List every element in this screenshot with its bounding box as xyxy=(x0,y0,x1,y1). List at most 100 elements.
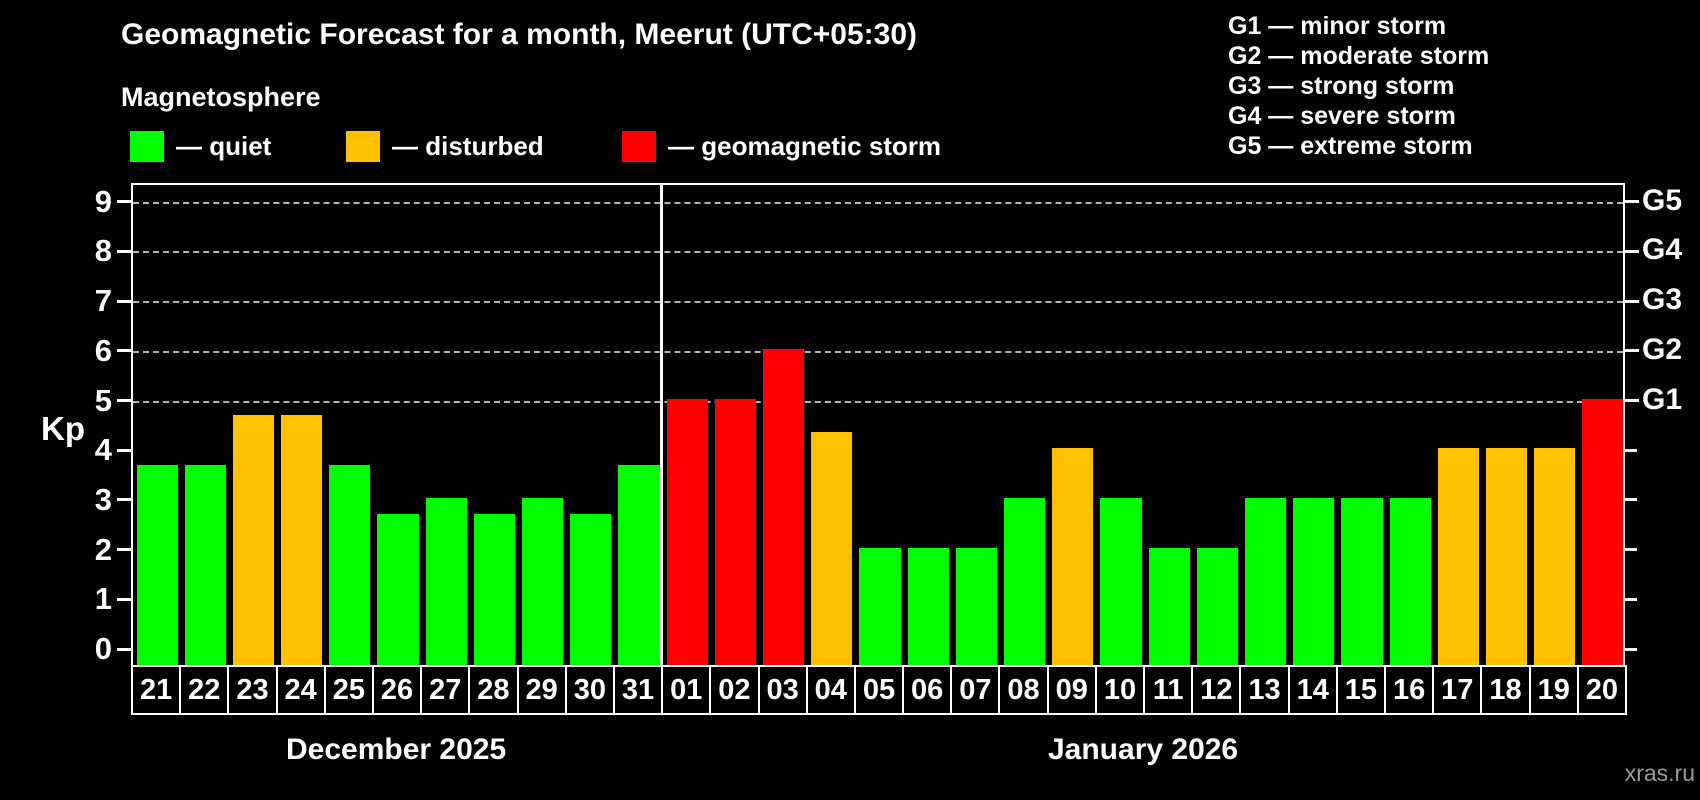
day-cell-31: 31 xyxy=(612,665,664,715)
y-tick-9 xyxy=(117,200,131,204)
kp-bar-day-16 xyxy=(1389,497,1431,665)
kp-bar-day-29 xyxy=(522,497,564,665)
kp-legend-item-disturbed: — disturbed xyxy=(346,130,544,162)
y-tick-label-7: 7 xyxy=(94,283,112,319)
kp-bar-day-03 xyxy=(763,348,805,665)
day-cell-11: 11 xyxy=(1143,665,1194,715)
kp-bar-day-21 xyxy=(136,464,178,665)
month-label-january: January 2026 xyxy=(1047,733,1239,766)
day-cell-23: 23 xyxy=(227,665,278,715)
day-cell-26: 26 xyxy=(371,665,423,715)
kp-bar-day-17 xyxy=(1437,448,1479,665)
day-cell-04: 04 xyxy=(805,665,856,715)
y-tick-label-4: 4 xyxy=(94,432,112,468)
day-cell-24: 24 xyxy=(275,665,326,715)
day-cell-27: 27 xyxy=(420,665,471,715)
g-label-G1: G1 xyxy=(1642,382,1683,416)
kp-bar-day-18 xyxy=(1485,448,1528,665)
y-tick-1 xyxy=(117,597,131,601)
storm-swatch-icon xyxy=(622,130,656,162)
quiet-swatch-icon xyxy=(130,130,164,162)
g-tick-2 xyxy=(1625,548,1637,552)
g-tick-3 xyxy=(1625,498,1637,502)
y-tick-4 xyxy=(117,448,131,452)
g-tick-1 xyxy=(1625,597,1637,601)
kp-bar-day-26 xyxy=(377,514,419,665)
kp-bar-day-31 xyxy=(618,464,660,665)
kp-bar-day-07 xyxy=(955,547,997,665)
g-label-G5: G5 xyxy=(1642,183,1683,217)
kp-bar-day-12 xyxy=(1196,547,1238,665)
day-cell-07: 07 xyxy=(950,665,1001,715)
kp-bar-day-28 xyxy=(473,514,516,665)
disturbed-swatch-icon xyxy=(346,130,380,162)
y-tick-label-2: 2 xyxy=(94,531,112,567)
kp-bar-day-22 xyxy=(184,464,226,665)
g-tick-7 xyxy=(1625,299,1639,303)
kp-bar-day-09 xyxy=(1052,448,1094,665)
kp-bar-day-24 xyxy=(281,414,323,665)
watermark: xras.ru xyxy=(1624,760,1695,786)
kp-bar-day-30 xyxy=(570,514,612,665)
chart-title: Geomagnetic Forecast for a month, Meerut… xyxy=(121,18,917,51)
gridline-kp6 xyxy=(133,350,1623,353)
day-cell-25: 25 xyxy=(323,665,374,715)
day-cell-21: 21 xyxy=(131,665,182,715)
g-legend-line-2: G2 — moderate storm xyxy=(1228,42,1490,70)
day-cell-19: 19 xyxy=(1528,665,1579,715)
day-cell-15: 15 xyxy=(1335,665,1387,715)
kp-bar-day-20 xyxy=(1582,398,1624,665)
y-tick-6 xyxy=(117,349,131,353)
y-tick-8 xyxy=(117,249,131,253)
kp-bar-day-06 xyxy=(907,547,949,665)
g-label-G4: G4 xyxy=(1642,233,1683,267)
month-divider xyxy=(659,185,663,665)
gridline-kp9 xyxy=(133,201,1623,204)
g-scale-legend: G1 — minor storm G2 — moderate storm G3 — … xyxy=(1228,11,1489,161)
kp-bar-day-05 xyxy=(859,547,901,665)
day-cell-18: 18 xyxy=(1480,665,1531,715)
y-tick-2 xyxy=(117,548,131,552)
day-cell-03: 03 xyxy=(757,665,808,715)
day-cell-28: 28 xyxy=(468,665,519,715)
plot-area xyxy=(131,183,1625,667)
kp-legend-label-storm: — geomagnetic storm xyxy=(668,130,942,161)
day-cell-08: 08 xyxy=(998,665,1049,715)
y-tick-3 xyxy=(117,498,131,502)
y-tick-label-1: 1 xyxy=(94,581,112,617)
g-label-G3: G3 xyxy=(1642,283,1683,317)
y-axis-title: Kp xyxy=(41,410,85,447)
day-cell-30: 30 xyxy=(564,665,615,715)
day-cell-10: 10 xyxy=(1094,665,1146,715)
day-cell-14: 14 xyxy=(1287,665,1338,715)
y-tick-label-6: 6 xyxy=(94,332,112,368)
day-cell-29: 29 xyxy=(516,665,567,715)
g-tick-0 xyxy=(1625,647,1637,651)
day-cell-16: 16 xyxy=(1384,665,1435,715)
y-tick-0 xyxy=(117,647,131,651)
day-cell-05: 05 xyxy=(853,665,905,715)
g-tick-9 xyxy=(1625,200,1639,204)
day-cell-02: 02 xyxy=(709,665,760,715)
kp-legend-label-quiet: — quiet xyxy=(176,130,272,161)
y-tick-7 xyxy=(117,299,131,303)
y-tick-label-9: 9 xyxy=(94,183,112,219)
kp-bar-day-08 xyxy=(1003,497,1046,665)
g-legend-line-5: G5 — extreme storm xyxy=(1228,132,1473,160)
kp-bar-day-02 xyxy=(714,398,756,665)
day-cell-13: 13 xyxy=(1239,665,1290,715)
gridline-kp7 xyxy=(133,301,1623,304)
y-tick-label-5: 5 xyxy=(94,382,112,418)
day-cell-06: 06 xyxy=(902,665,953,715)
kp-bar-day-15 xyxy=(1341,497,1383,665)
y-tick-label-0: 0 xyxy=(94,631,112,666)
kp-bar-day-14 xyxy=(1293,497,1335,665)
day-cell-12: 12 xyxy=(1191,665,1242,715)
g-legend-line-3: G3 — strong storm xyxy=(1228,72,1455,100)
kp-status-legend: — quiet — disturbed — geomagnetic storm xyxy=(0,130,1100,166)
kp-bar-day-04 xyxy=(811,431,853,665)
y-tick-5 xyxy=(117,399,131,402)
kp-bar-day-25 xyxy=(329,464,371,665)
gridline-kp8 xyxy=(133,251,1623,254)
